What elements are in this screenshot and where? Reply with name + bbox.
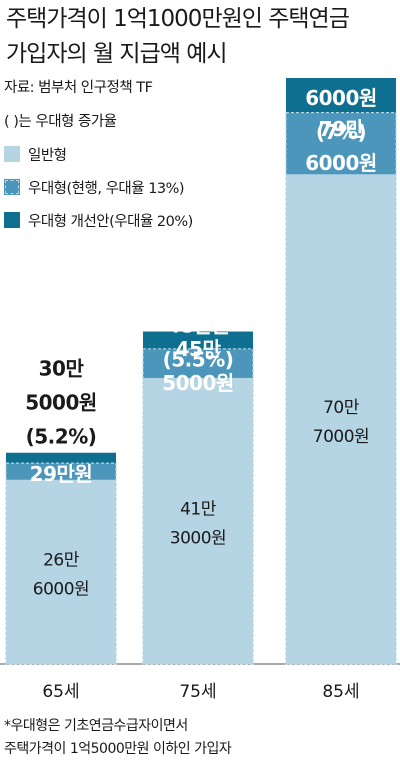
bar-general-3 [286, 174, 396, 665]
data-label-improved-1-line-1: 30만 [39, 356, 85, 380]
footnote: *우대형은 기초연금수급자이면서 주택가격이 1억5000만원 이하인 가입자 [4, 715, 232, 761]
legend-label-improved: 우대형 개선안(우대율 20%) [28, 213, 193, 230]
bar-general-2 [143, 377, 253, 664]
data-label-general-3-line-2: 7000원 [313, 427, 369, 447]
legend-item-improved: 우대형 개선안(우대율 20%) [4, 209, 193, 231]
data-label-preferred-2-line-1: 45만 [176, 337, 222, 361]
x-tick-label-3: 85세 [322, 682, 359, 702]
legend-swatch-preferred [4, 179, 20, 195]
data-label-general-3-line-1: 70만 [323, 398, 360, 418]
data-label-improved-1-line-2: 5000원 [25, 390, 97, 414]
footnote-line-1: *우대형은 기초연금수급자이면서 [4, 718, 188, 734]
source-text: 자료: 범부처 인구정책 TF [4, 80, 153, 96]
bar-general-1 [6, 479, 116, 664]
legend-label-preferred: 우대형(현행, 우대율 13%) [28, 180, 185, 197]
data-label-preferred-1-line-1: 29만원 [30, 462, 93, 486]
title-line-2: 가입자의 월 지급액 예시 [6, 41, 228, 67]
data-label-improved-1-line-3: (5.2%) [26, 424, 97, 448]
legend-item-general: 일반형 [4, 143, 193, 165]
legend-swatch-general [4, 146, 20, 162]
data-label-improved-3-line-1: 84만 [319, 52, 365, 76]
data-label-general-2-line-1: 41만 [180, 500, 217, 520]
note-text: ( )는 우대형 증가율 [4, 114, 117, 130]
x-tick-label-2: 75세 [179, 682, 216, 702]
data-label-preferred-3-line-1: 79만 [319, 117, 365, 141]
data-label-improved-3-line-3: (7%) [316, 120, 366, 144]
data-label-improved-2-line-1: 48만원 [167, 314, 230, 338]
chart-title: 주택가격이 1억1000만원인 주택연금 가입자의 월 지급액 예시 [6, 2, 398, 72]
data-label-preferred-3-line-2: 6000원 [305, 151, 377, 175]
x-tick-label-1: 65세 [42, 682, 79, 702]
data-label-general-1-line-2: 6000원 [33, 579, 89, 599]
legend-label-general: 일반형 [28, 147, 67, 164]
footnote-line-2: 주택가격이 1억5000만원 이하인 가입자 [4, 741, 232, 757]
legend: 일반형 우대형(현행, 우대율 13%) 우대형 개선안(우대율 20%) [4, 143, 193, 242]
title-line-1: 주택가격이 1억1000만원인 주택연금 [6, 6, 350, 32]
data-label-improved-2-line-2: (5.5%) [163, 348, 234, 372]
data-label-general-2-line-2: 3000원 [170, 529, 226, 549]
data-label-general-1-line-1: 26만 [43, 550, 80, 570]
legend-swatch-improved [4, 212, 20, 228]
data-label-preferred-2-line-2: 5000원 [162, 371, 234, 395]
data-label-improved-3-line-2: 6000원 [305, 86, 377, 110]
legend-item-preferred: 우대형(현행, 우대율 13%) [4, 176, 193, 198]
